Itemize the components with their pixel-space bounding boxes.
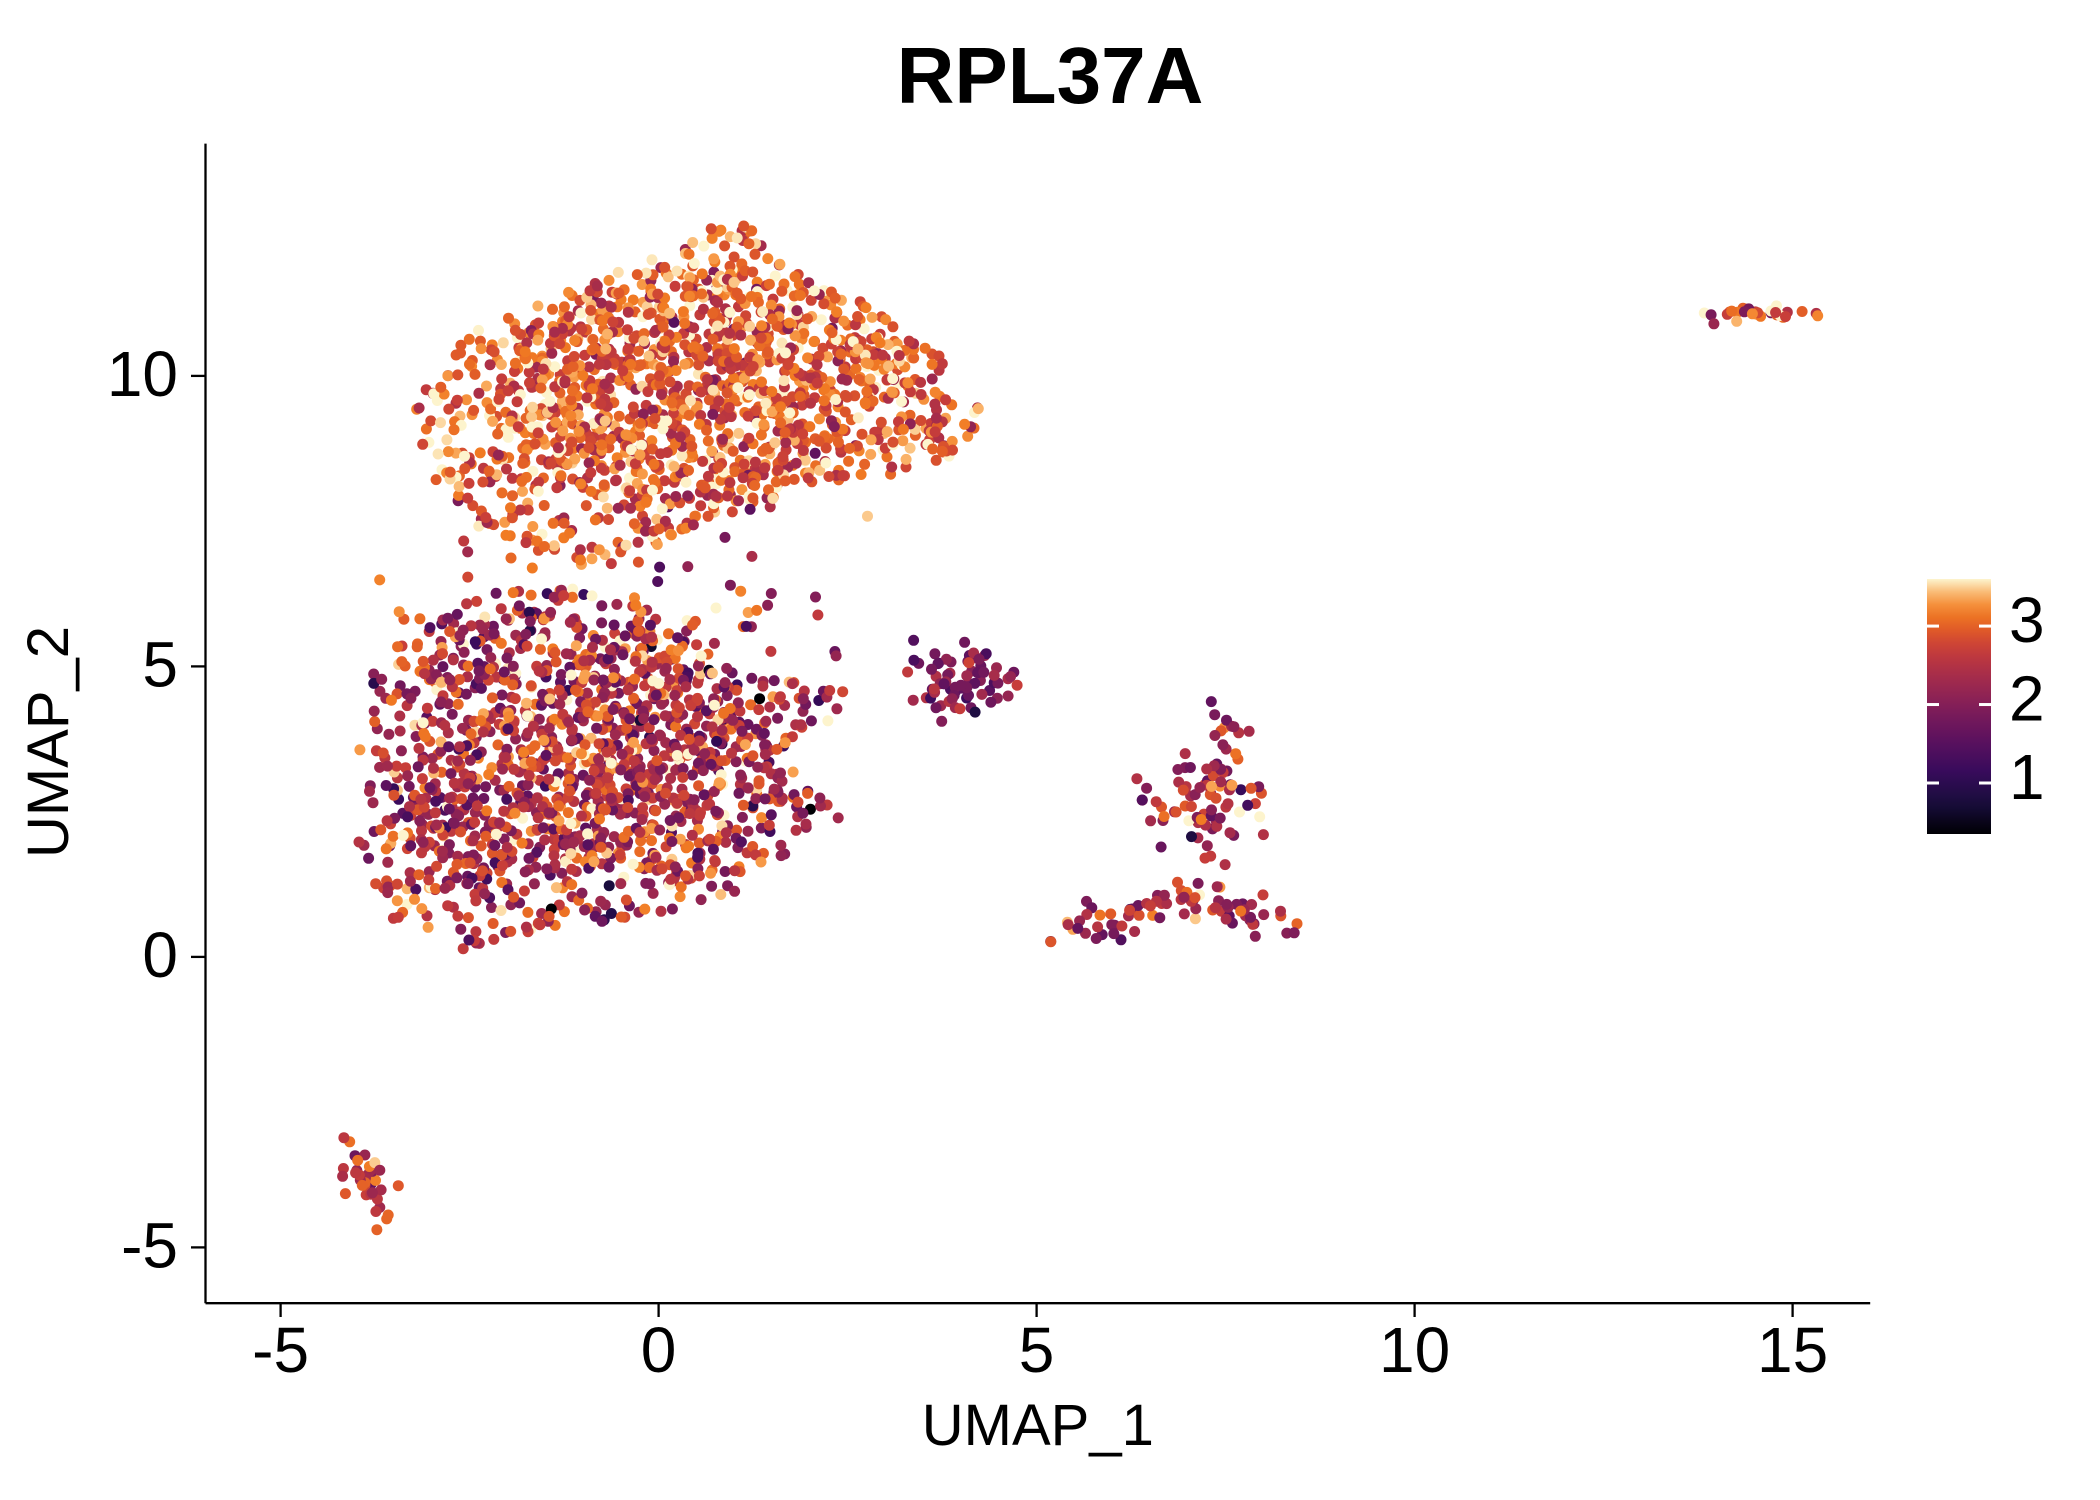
svg-text:UMAP_1: UMAP_1	[922, 1393, 1154, 1458]
svg-text:15: 15	[1757, 1314, 1828, 1386]
svg-text:0: 0	[641, 1314, 677, 1386]
svg-text:-5: -5	[121, 1209, 178, 1281]
svg-text:2: 2	[2009, 663, 2045, 735]
svg-text:10: 10	[107, 338, 178, 410]
svg-text:10: 10	[1379, 1314, 1450, 1386]
svg-text:5: 5	[142, 628, 178, 700]
svg-text:-5: -5	[252, 1314, 309, 1386]
svg-text:0: 0	[142, 919, 178, 991]
svg-text:1: 1	[2009, 741, 2045, 813]
svg-text:3: 3	[2009, 584, 2045, 656]
svg-text:5: 5	[1019, 1314, 1055, 1386]
svg-text:UMAP_2: UMAP_2	[16, 626, 81, 858]
